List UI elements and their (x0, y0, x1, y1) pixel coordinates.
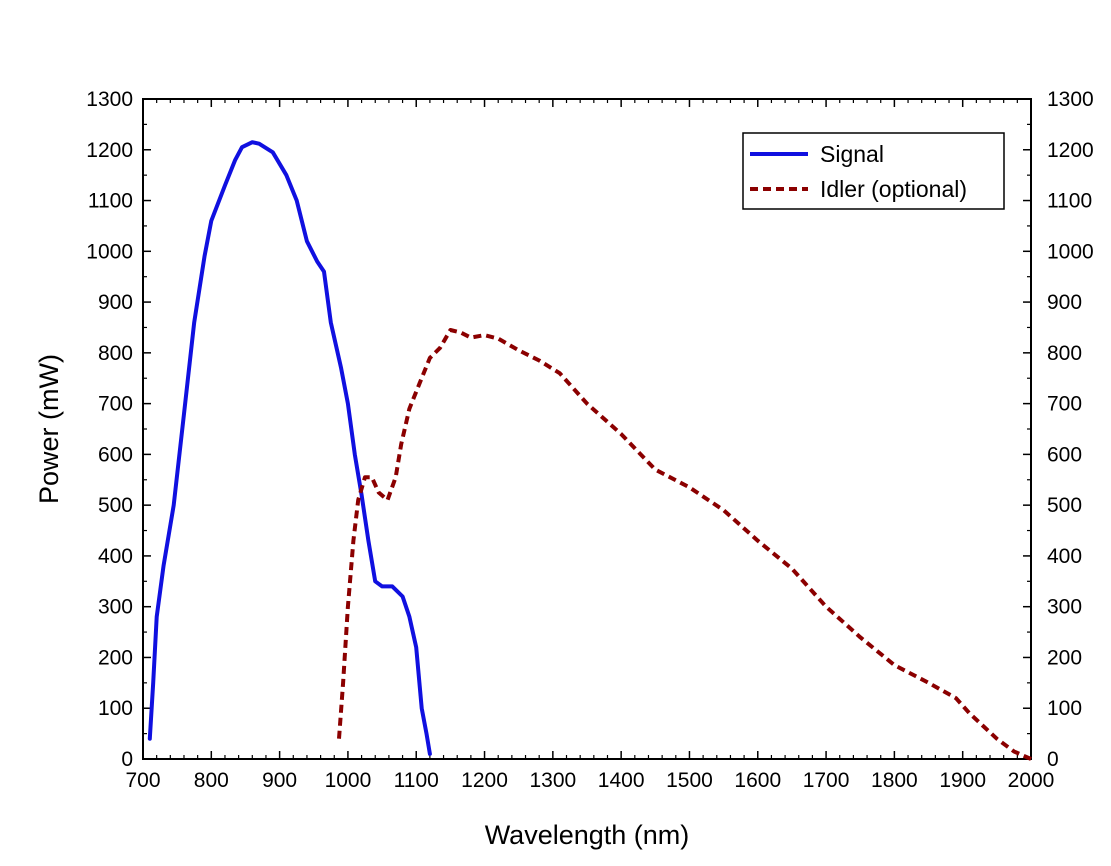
y-tick-label: 1000 (86, 240, 133, 263)
y-tick-label-right: 900 (1047, 291, 1082, 314)
y-tick-label: 300 (98, 596, 133, 619)
y-tick-label-right: 1000 (1047, 240, 1094, 263)
x-tick-label: 1800 (871, 769, 918, 792)
x-tick-label: 1400 (598, 769, 645, 792)
y-tick-label: 1100 (88, 190, 133, 213)
series-line-signal (147, 140, 432, 756)
legend-label-idler: Idler (optional) (820, 176, 967, 202)
y-tick-label: 600 (98, 443, 133, 466)
y-tick-label: 500 (98, 494, 133, 517)
y-tick-label: 800 (98, 342, 133, 365)
y-tick-label: 200 (98, 646, 133, 669)
y-tick-label: 100 (98, 697, 133, 720)
y-tick-label-right: 1200 (1047, 139, 1094, 162)
x-tick-label: 800 (194, 769, 229, 792)
y-tick-label-right: 800 (1047, 342, 1082, 365)
x-tick-label: 1100 (394, 769, 439, 792)
x-tick-label: 1700 (803, 769, 850, 792)
y-tick-label: 0 (121, 748, 133, 771)
y-tick-label: 700 (98, 393, 133, 416)
y-tick-label-right: 1100 (1047, 190, 1092, 213)
y-tick-label: 400 (98, 545, 133, 568)
series-line-idler-optional (337, 328, 1032, 761)
y-tick-label-right: 1300 (1047, 88, 1094, 111)
y-tick-label-right: 200 (1047, 646, 1082, 669)
y-tick-label: 1200 (86, 139, 133, 162)
y-tick-label-right: 0 (1047, 748, 1059, 771)
y-tick-label: 900 (98, 291, 133, 314)
x-tick-label: 1900 (939, 769, 986, 792)
series-layer (147, 140, 1032, 761)
ticks-layer: 700 800 900 1000 1100 1200 1300 1400 1500 1600 170… (86, 88, 1093, 792)
x-tick-label: 1200 (461, 769, 508, 792)
y-tick-label-right: 600 (1047, 443, 1082, 466)
y-tick-label-right: 500 (1047, 494, 1082, 517)
y-tick-label-right: 300 (1047, 596, 1082, 619)
legend: Signal Idler (optional) (742, 132, 1005, 210)
x-tick-label: 2000 (1008, 769, 1055, 792)
y-axis-title: Power (mW) (34, 354, 64, 504)
x-tick-label: 1000 (325, 769, 372, 792)
x-tick-label: 700 (125, 769, 160, 792)
x-tick-label: 1500 (666, 769, 713, 792)
x-tick-label: 1300 (529, 769, 576, 792)
x-tick-label: 900 (262, 769, 297, 792)
y-tick-label-right: 700 (1047, 393, 1082, 416)
x-tick-label: 1600 (734, 769, 781, 792)
y-tick-label: 1300 (86, 88, 133, 111)
legend-label-signal: Signal (820, 141, 884, 167)
y-tick-label-right: 400 (1047, 545, 1082, 568)
y-tick-label-right: 100 (1047, 697, 1082, 720)
legend-box (742, 132, 1005, 210)
x-axis-title: Wavelength (nm) (485, 820, 690, 850)
